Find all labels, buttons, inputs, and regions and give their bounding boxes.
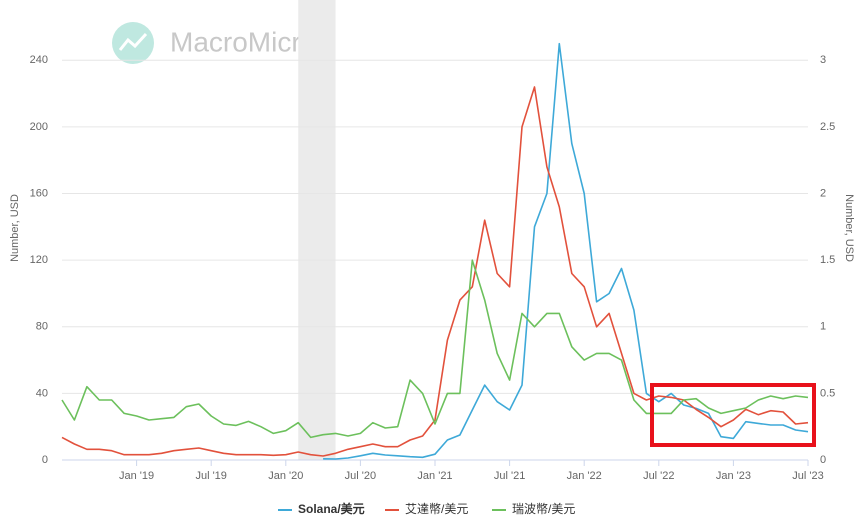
x-tick-label: Jan '22 <box>567 470 602 482</box>
y-tick-label: 200 <box>30 121 48 133</box>
series-line <box>323 42 809 460</box>
legend-label: 艾達幣/美元 <box>405 502 468 516</box>
y-tick-label: 120 <box>30 254 48 266</box>
x-tick-label: Jan '20 <box>268 470 303 482</box>
legend-label: 瑞波幣/美元 <box>512 502 575 516</box>
shaded-region <box>298 0 336 460</box>
x-tick-label: Jan '19 <box>119 470 154 482</box>
x-tick-label: Jul '23 <box>792 470 823 482</box>
x-tick-label: Jan '21 <box>417 470 452 482</box>
watermark: MacroMicro <box>170 26 316 57</box>
watermark-logo <box>112 22 154 64</box>
y-tick-label: 40 <box>36 387 48 399</box>
series-line <box>61 86 809 457</box>
x-tick-label: Jul '19 <box>195 470 226 482</box>
y-axis-title: Number, USD <box>9 194 21 262</box>
y-tick-label: 160 <box>30 187 48 199</box>
y2-tick-label: 0.5 <box>820 387 835 399</box>
y2-tick-label: 2 <box>820 187 826 199</box>
y-tick-label: 0 <box>42 454 48 466</box>
series-line <box>61 259 809 439</box>
x-tick-label: Jul '21 <box>494 470 525 482</box>
y2-tick-label: 0 <box>820 454 826 466</box>
x-tick-label: Jan '23 <box>716 470 751 482</box>
y2-tick-label: 1.5 <box>820 254 835 266</box>
y-tick-label: 80 <box>36 321 48 333</box>
y2-tick-label: 1 <box>820 321 826 333</box>
y2-tick-label: 2.5 <box>820 121 835 133</box>
legend-label: Solana/美元 <box>298 501 365 516</box>
y-tick-label: 240 <box>30 54 48 66</box>
x-tick-label: Jul '20 <box>345 470 376 482</box>
y2-tick-label: 3 <box>820 54 826 66</box>
y2-axis-title: Number, USD <box>843 194 855 262</box>
x-tick-label: Jul '22 <box>643 470 674 482</box>
